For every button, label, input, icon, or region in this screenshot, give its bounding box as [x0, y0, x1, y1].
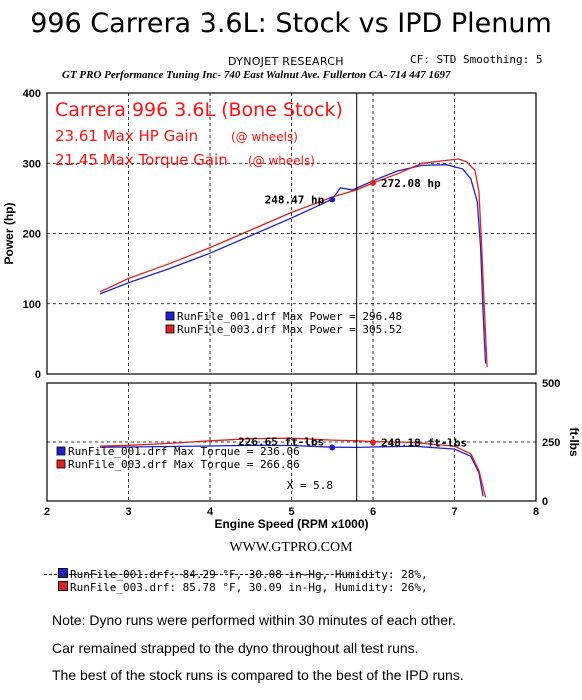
- xtick-label: 6: [370, 506, 376, 518]
- torque-ytick-label: 250: [542, 437, 560, 449]
- torque-point-label-red: 248.18 ft-lbs: [381, 436, 467, 449]
- tq-gain-annotation: 21.45 Max Torque Gain: [55, 151, 228, 169]
- power-series-line-2: [99, 158, 488, 368]
- torque-legend-label-1: RunFile_001.drf Max Torque = 236.06: [68, 445, 300, 458]
- headline-annotation: Carrera 996 3.6L (Bone Stock): [55, 99, 343, 121]
- torque-series-line-1: [99, 444, 484, 497]
- tq-gain-note: (@ wheels): [248, 154, 315, 168]
- torque-point-label-blue: 226.65 ft-lbs: [238, 436, 324, 449]
- note-line-1: Note: Dyno runs were performed within 30…: [52, 612, 456, 628]
- torque-ylabel: ft-lbs: [567, 427, 581, 457]
- note-line-3: The best of the stock runs is compared t…: [52, 667, 464, 683]
- hp-gain-note: (@ wheels): [231, 130, 298, 144]
- website-label: WWW.GTPRO.COM: [229, 540, 353, 555]
- power-point-label-red: 272.08 hp: [381, 177, 441, 190]
- xaxis-label: Engine Speed (RPM x1000): [214, 517, 368, 531]
- shop-address: GT PRO Performance Tuning Inc- 740 East …: [62, 69, 451, 81]
- power-ytick-label: 300: [23, 158, 41, 170]
- torque-marker-2: [370, 439, 376, 446]
- page-title: 996 Carrera 3.6L: Stock vs IPD Plenum: [30, 8, 552, 39]
- torque-legend-swatch-1: [56, 446, 66, 456]
- torque-legend-swatch-2: [56, 459, 66, 469]
- note-line-2: Car remained strapped to the dyno throug…: [52, 640, 419, 656]
- cursor-label: X = 5.8: [287, 479, 333, 492]
- power-series-line-1: [99, 164, 487, 364]
- run2-text: RunFile_003.drf: 85.78 °F, 30.09 in-Hg, …: [70, 581, 428, 594]
- power-ytick-label: 0: [35, 369, 41, 381]
- power-legend-label-2: RunFile_003.drf Max Power = 305.52: [177, 323, 402, 336]
- xtick-label: 8: [533, 506, 539, 518]
- run1-swatch: [58, 568, 68, 578]
- run-conditions-2: RunFile_003.drf: 85.78 °F, 30.09 in-Hg, …: [58, 581, 428, 594]
- power-legend-label-1: RunFile_001.drf Max Power = 296.48: [177, 310, 402, 323]
- power-ylabel: Power (hp): [2, 202, 16, 264]
- power-marker-1: [329, 196, 336, 203]
- cf-smoothing-label: CF: STD Smoothing: 5: [410, 53, 543, 66]
- xtick-label: 2: [44, 506, 50, 518]
- power-ytick-label: 100: [23, 299, 41, 311]
- torque-ytick-label: 0: [542, 496, 548, 508]
- torque-legend-label-2: RunFile_003.drf Max Torque = 266.86: [68, 458, 300, 471]
- torque-marker-1: [329, 444, 336, 451]
- xtick-label: 7: [451, 506, 457, 518]
- torque-ytick-label: 500: [542, 378, 560, 390]
- torque-series-line-2: [99, 437, 487, 498]
- hp-gain-annotation: 23.61 Max HP Gain: [55, 127, 198, 145]
- power-marker-2: [370, 179, 376, 186]
- xtick-label: 5: [288, 506, 294, 518]
- power-legend-swatch-2: [165, 324, 175, 334]
- xtick-label: 3: [125, 506, 131, 518]
- power-ytick-label: 400: [23, 88, 41, 100]
- power-legend-swatch-1: [165, 311, 175, 321]
- xtick-label: 4: [207, 506, 214, 518]
- power-point-label-blue: 248.47 hp: [265, 193, 325, 206]
- footer-divider: [44, 574, 374, 575]
- dynojet-label: DYNOJET RESEARCH: [228, 55, 344, 68]
- power-ytick-label: 200: [23, 229, 41, 241]
- run2-swatch: [58, 581, 68, 591]
